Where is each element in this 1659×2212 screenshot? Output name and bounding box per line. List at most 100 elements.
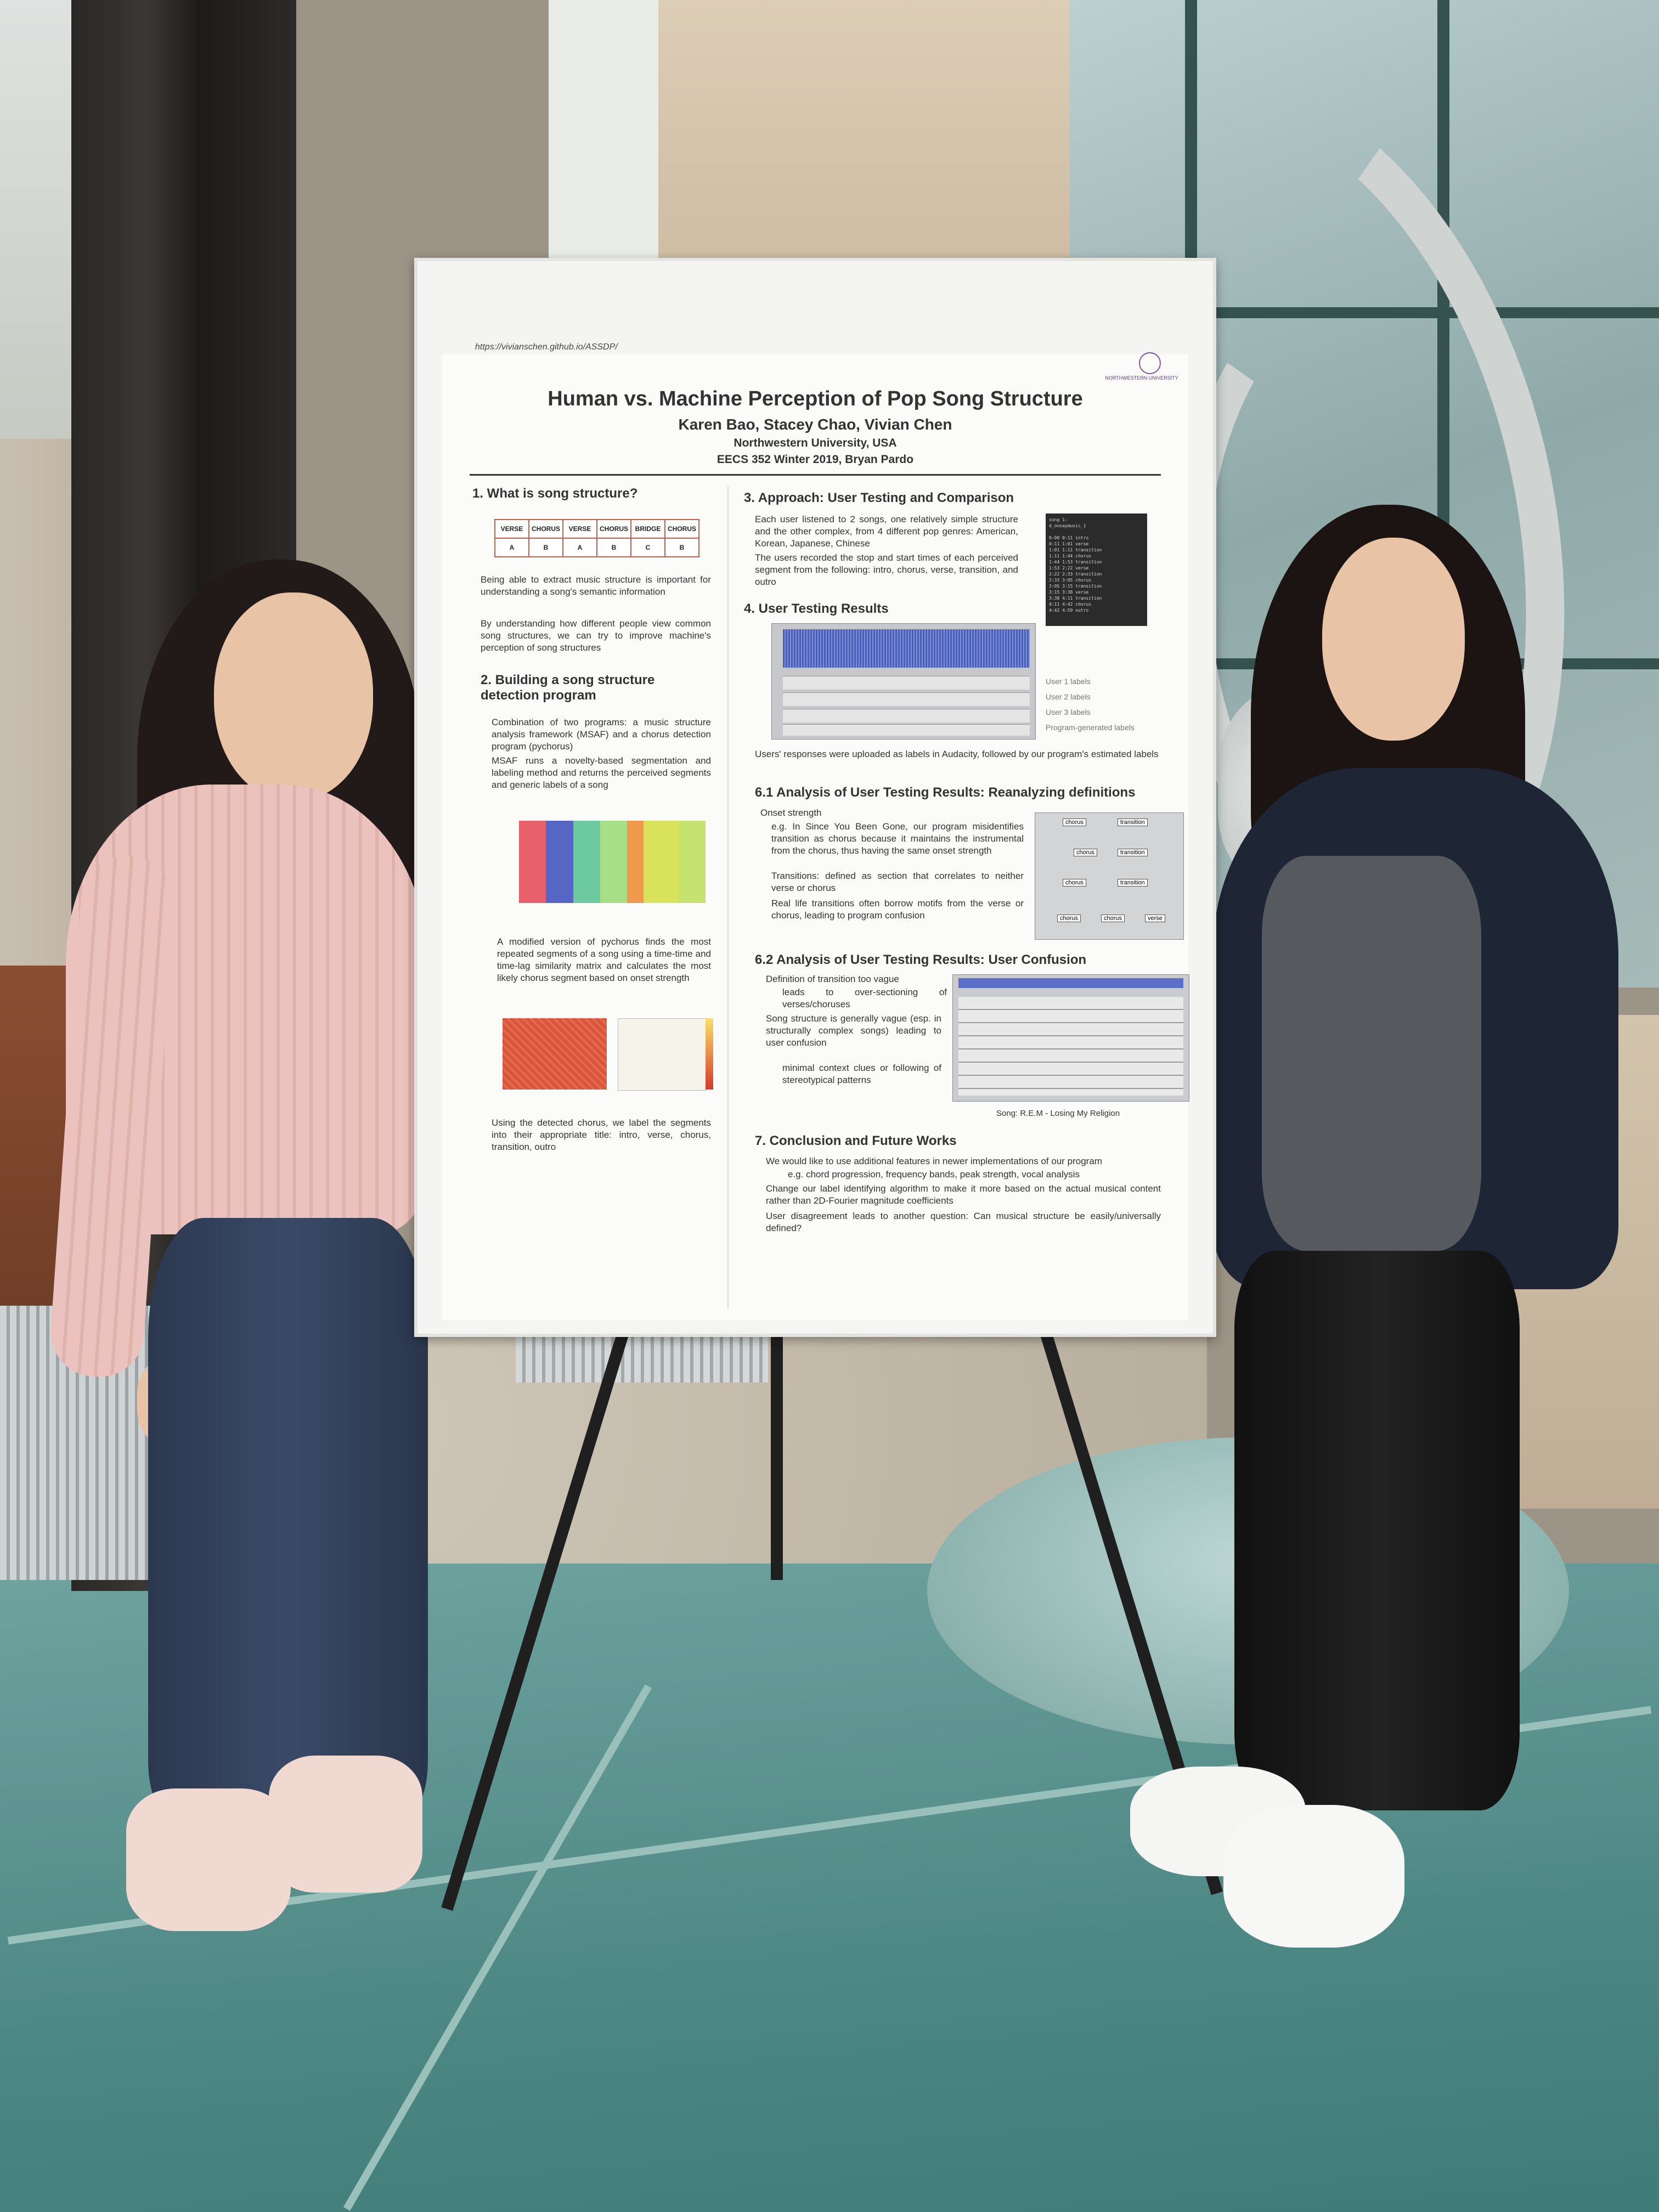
- section62-bullet: leads to over-sectioning of verses/choru…: [782, 987, 947, 1009]
- song-structure-table: VERSE CHORUS VERSE CHORUS BRIDGE CHORUS …: [494, 519, 699, 557]
- label-tag: transition: [1118, 819, 1148, 826]
- logo-text: NORTHWESTERN UNIVERSITY: [1105, 375, 1178, 381]
- label-tag: chorus: [1101, 915, 1125, 922]
- console-line: 3:05 3:15 transition: [1049, 584, 1102, 589]
- console-line: d_onsaymusic_1: [1049, 523, 1086, 528]
- section3-heading: 3. Approach: User Testing and Comparison: [744, 490, 1014, 505]
- section3-bullet: The users recorded the stop and start ti…: [755, 552, 1018, 587]
- segment-bar: [643, 821, 679, 903]
- boot: [126, 1788, 291, 1931]
- time-lag-plot: [618, 1018, 707, 1091]
- legend-item: User 1 labels: [1046, 677, 1091, 686]
- poster-url: https://vivianschen.github.io/ASSDP/: [475, 342, 618, 352]
- label-track: [783, 676, 1030, 690]
- section4-bullet: Users' responses were uploaded as labels…: [755, 749, 1159, 759]
- structure-cell: VERSE: [562, 519, 597, 539]
- structure-cell: B: [528, 538, 563, 557]
- section61-bullet: Onset strength: [760, 808, 822, 818]
- section1-heading: 1. What is song structure?: [472, 486, 638, 501]
- poster-affiliation: Northwestern University, USA: [733, 437, 897, 449]
- section7-bullet: We would like to use additional features…: [766, 1156, 1102, 1166]
- structure-cell: CHORUS: [664, 519, 699, 539]
- console-line: 3:38 4:11 transition: [1049, 596, 1102, 601]
- research-poster: https://vivianschen.github.io/ASSDP/ NOR…: [414, 258, 1216, 1337]
- section2-bullet: Combination of two programs: a music str…: [492, 717, 711, 752]
- segment-bar: [678, 821, 706, 903]
- section1-bullet: Being able to extract music structure is…: [481, 574, 711, 597]
- window-mullion: [1070, 307, 1659, 318]
- console-spacer: [1049, 529, 1144, 535]
- console-line: 0:11 1:01 verse: [1049, 541, 1089, 546]
- section62-bullet: Song structure is generally vague (esp. …: [766, 1013, 941, 1048]
- label-comparison-screenshot: chorus transition chorus transition chor…: [1035, 812, 1184, 940]
- console-line: 0:00 0:11 intro: [1049, 535, 1089, 540]
- column-divider: [727, 486, 729, 1309]
- legend-item: User 3 labels: [1046, 708, 1091, 716]
- console-line: 1:01 1:11 transition: [1049, 548, 1102, 552]
- segment-bar: [573, 821, 600, 903]
- sneaker: [1223, 1805, 1404, 1948]
- segment-bar: [546, 821, 573, 903]
- label-tag: chorus: [1074, 849, 1098, 856]
- structure-cell: A: [494, 538, 529, 557]
- person-left: [0, 0, 494, 2212]
- section61-bullet: Real life transitions often borrow motif…: [771, 898, 1024, 921]
- section61-bullet: e.g. In Since You Been Gone, our program…: [771, 821, 1024, 856]
- easel-leg: [771, 1317, 783, 1580]
- stone-wall: [658, 0, 1075, 285]
- poster-sheet: https://vivianschen.github.io/ASSDP/ NOR…: [442, 342, 1189, 1320]
- person-right: [1130, 0, 1659, 2212]
- audacity-screenshot: [771, 623, 1036, 740]
- similarity-matrix-plot: [503, 1018, 607, 1090]
- console-line: song 1:: [1049, 517, 1068, 522]
- user-confusion-screenshot: [952, 974, 1189, 1102]
- console-line: 2:22 2:33 transition: [1049, 572, 1102, 577]
- jeans: [148, 1218, 428, 1821]
- console-line: 1:11 1:44 chorus: [1049, 554, 1092, 558]
- segment-bar: [519, 821, 546, 903]
- figure-caption: Song: R.E.M - Losing My Religion: [996, 1109, 1120, 1118]
- label-tag: transition: [1118, 849, 1148, 856]
- label-tag: transition: [1118, 879, 1148, 887]
- structure-cell: B: [664, 538, 699, 557]
- label-track: [783, 709, 1030, 723]
- legend-item: Program-generated labels: [1046, 723, 1135, 732]
- section62-bullet: minimal context clues or following of st…: [782, 1063, 941, 1085]
- section2-bullet: Using the detected chorus, we label the …: [492, 1118, 711, 1152]
- label-console: song 1: d_onsaymusic_1 0:00 0:11 intro 0…: [1046, 514, 1147, 626]
- console-line: 2:33 3:05 chorus: [1049, 578, 1092, 583]
- northwestern-logo-icon: [1139, 352, 1161, 374]
- gray-top: [1262, 856, 1481, 1251]
- section2-bullet: MSAF runs a novelty-based segmentation a…: [492, 755, 711, 790]
- console-line: 1:44 1:53 transition: [1049, 560, 1102, 565]
- segment-bar-chart: [519, 821, 706, 903]
- section7-heading: 7. Conclusion and Future Works: [755, 1133, 957, 1148]
- label-tag: verse: [1145, 915, 1165, 922]
- legend-item: User 2 labels: [1046, 692, 1091, 701]
- face: [214, 592, 373, 801]
- colorbar: [706, 1018, 713, 1090]
- section1-bullet: By understanding how different people vi…: [481, 618, 711, 653]
- structure-cell: VERSE: [494, 519, 529, 539]
- section4-heading: 4. User Testing Results: [744, 601, 889, 616]
- label-tag: chorus: [1063, 879, 1087, 887]
- label-track: [783, 692, 1030, 706]
- waveform: [958, 978, 1183, 988]
- label-tracks: [958, 997, 1183, 1096]
- console-line: 4:11 4:42 chorus: [1049, 602, 1092, 607]
- section62-heading: 6.2 Analysis of User Testing Results: Us…: [755, 952, 1087, 967]
- black-pants: [1234, 1251, 1520, 1810]
- poster-title: Human vs. Machine Perception of Pop Song…: [548, 387, 1083, 410]
- section7-bullet: Change our label identifying algorithm t…: [766, 1183, 1161, 1206]
- structure-cell: CHORUS: [528, 519, 563, 539]
- section61-heading: 6.1 Analysis of User Testing Results: Re…: [755, 785, 1136, 800]
- top-window: [549, 0, 658, 263]
- label-tag: chorus: [1063, 819, 1087, 826]
- segment-bar: [627, 821, 644, 903]
- segment-bar: [600, 821, 628, 903]
- label-track: [783, 724, 1030, 736]
- section62-bullet: Definition of transition too vague: [766, 974, 899, 984]
- structure-cell: B: [596, 538, 631, 557]
- boot: [269, 1756, 422, 1893]
